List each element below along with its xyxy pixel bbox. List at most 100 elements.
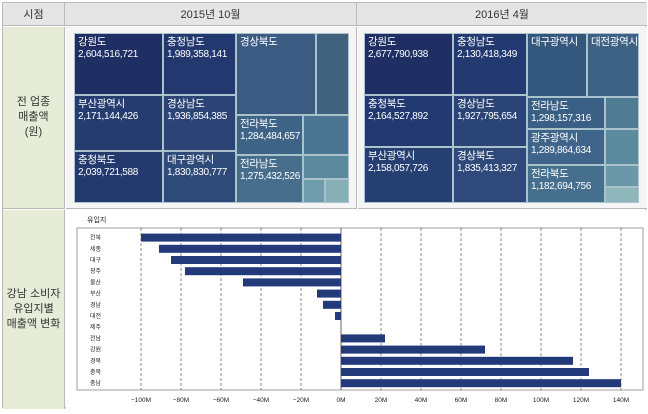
- bar-전북: [141, 233, 341, 242]
- treemap-tile: 광주광역시 1,289,864,634: [527, 129, 605, 165]
- x-tick-label: −100M: [131, 397, 151, 404]
- tile-name: 강원도: [368, 36, 397, 48]
- tile-name: 충청남도: [167, 36, 205, 48]
- x-tick-label: 0M: [336, 397, 345, 404]
- treemap-tile: 부산광역시 2,171,144,426: [74, 95, 163, 151]
- row-label-line: (원): [24, 126, 43, 138]
- tile-value: 1,830,830,777: [167, 166, 228, 178]
- tile-value: 1,835,413,327: [457, 162, 518, 174]
- category-label: 울산: [90, 278, 102, 286]
- x-tick-label: −60M: [213, 397, 229, 404]
- tile-name: 경상북도: [457, 150, 495, 162]
- bar-경남: [323, 300, 341, 309]
- x-tick-label: 60M: [455, 397, 468, 404]
- category-label: 세종: [90, 245, 102, 253]
- treemap-tile-unlabeled: [605, 97, 639, 129]
- tile-value: 1,182,694,756: [531, 180, 592, 192]
- tile-name: 충청북도: [78, 154, 116, 166]
- treemap-tile-unlabeled: [605, 187, 639, 203]
- category-label: 전북: [90, 234, 102, 242]
- bar-경북: [341, 356, 573, 365]
- tile-value: 1,275,432,526: [240, 170, 301, 182]
- tile-name: 전라북도: [240, 118, 278, 130]
- header-period-label: 시점: [3, 3, 65, 26]
- x-tick-label: −80M: [173, 397, 189, 404]
- tile-name: 경상북도: [240, 36, 278, 48]
- category-label: 경북: [90, 358, 102, 365]
- tile-value: 2,130,418,349: [457, 48, 518, 60]
- x-tick-label: 100M: [533, 397, 549, 404]
- treemap-tile: 전라북도 1,182,694,756: [527, 165, 605, 203]
- tile-name: 광주광역시: [531, 132, 578, 144]
- category-label: 경남: [90, 301, 102, 309]
- bar-세종: [159, 244, 341, 253]
- tile-value: 1,289,864,634: [531, 144, 592, 156]
- treemap-2015: 강원도 2,604,516,721 충청남도 1,989,358,141 경상북…: [74, 33, 349, 203]
- x-tick-label: 20M: [375, 397, 388, 404]
- tile-value: 1,936,854,385: [167, 110, 228, 122]
- tile-name: 경상남도: [167, 98, 205, 110]
- infographic-frame: 시점 2015년 10월 2016년 4월 전 업종 매출액 (원) 강남 소비…: [2, 2, 647, 409]
- x-tick-label: 140M: [613, 397, 629, 404]
- x-tick-label: −20M: [293, 397, 309, 404]
- category-label: 강원: [90, 346, 101, 354]
- treemap-tile: 경상북도: [236, 33, 316, 115]
- tile-name: 강원도: [78, 36, 107, 48]
- bar-전남: [341, 334, 385, 343]
- treemap-tile: 전라남도 1,298,157,316: [527, 97, 605, 129]
- category-label: 대구: [90, 256, 102, 264]
- row-label-line: 강남 소비자: [6, 288, 61, 300]
- x-tick-label: 120M: [573, 397, 589, 404]
- tile-name: 대구광역시: [531, 36, 578, 48]
- bar-광주: [185, 267, 341, 276]
- tile-name: 경상남도: [457, 98, 495, 110]
- treemap-tile: 경상북도 1,835,413,327: [453, 147, 527, 203]
- treemap-tile: 충청북도 2,164,527,892: [364, 95, 453, 147]
- tile-name: 부산광역시: [78, 98, 125, 110]
- category-label: 부산: [90, 290, 102, 298]
- treemap-2015-container: 강원도 2,604,516,721 충청남도 1,989,358,141 경상북…: [66, 27, 357, 209]
- tile-value: 2,171,144,426: [78, 110, 139, 122]
- tile-value: 2,677,790,938: [368, 48, 429, 60]
- row-label-total-sales: 전 업종 매출액 (원): [3, 27, 65, 209]
- row-label-line: 전 업종: [16, 96, 51, 108]
- treemap-tile: 경상남도 1,936,854,385: [163, 95, 236, 151]
- tile-value: 2,164,527,892: [368, 110, 429, 122]
- category-label: 광주: [90, 268, 102, 275]
- treemap-tile: 강원도 2,604,516,721: [74, 33, 163, 95]
- tile-name: 충청북도: [368, 98, 406, 110]
- x-tick-label: 40M: [415, 397, 428, 404]
- row-label-line: 유입지별: [13, 303, 54, 315]
- tile-name: 충청남도: [457, 36, 495, 48]
- chart-title: 유입지: [87, 215, 106, 224]
- treemap-tile-unlabeled: [303, 179, 325, 203]
- treemap-tile: 경상남도 1,927,795,654: [453, 95, 527, 147]
- bar-대구: [171, 256, 341, 264]
- treemap-tile-unlabeled: [325, 179, 349, 203]
- x-tick-label: −40M: [253, 397, 269, 404]
- tile-name: 대구광역시: [167, 154, 214, 166]
- bar-chart-container: 유입지 전북 세종 대구 광주 울산 부산 경남 대전 제주 전남 강원 경북 충북 충남 −100M −8…: [66, 210, 647, 409]
- tile-value: 1,298,157,316: [531, 112, 592, 124]
- treemap-tile: 대전광역시: [587, 33, 639, 97]
- category-label: 충북: [90, 368, 102, 376]
- treemap-tile: 전라북도 1,284,484,657: [236, 115, 303, 155]
- tile-value: 1,989,358,141: [167, 48, 228, 60]
- header-period-2016-04: 2016년 4월: [357, 3, 647, 26]
- treemap-tile: 충청남도 1,989,358,141: [163, 33, 236, 95]
- treemap-tile-unlabeled: [303, 155, 349, 179]
- row-label-sales-change: 강남 소비자 유입지별 매출액 변화: [3, 210, 65, 409]
- bar-충북: [341, 368, 589, 376]
- treemap-tile: 대구광역시: [527, 33, 587, 97]
- tile-name: 부산광역시: [368, 150, 415, 162]
- treemap-tile: 충청북도 2,039,721,588: [74, 151, 163, 203]
- treemap-tile: 전라남도 1,275,432,526: [236, 155, 303, 203]
- treemap-2016-container: 강원도 2,677,790,938 충청남도 2,130,418,349 대구광…: [358, 27, 647, 209]
- bar-울산: [243, 278, 341, 287]
- treemap-tile-unlabeled: [303, 115, 349, 155]
- category-label: 제주: [90, 323, 102, 331]
- treemap-tile-unlabeled: [605, 129, 639, 165]
- tile-name: 전라남도: [240, 158, 278, 170]
- tile-name: 대전광역시: [591, 36, 638, 48]
